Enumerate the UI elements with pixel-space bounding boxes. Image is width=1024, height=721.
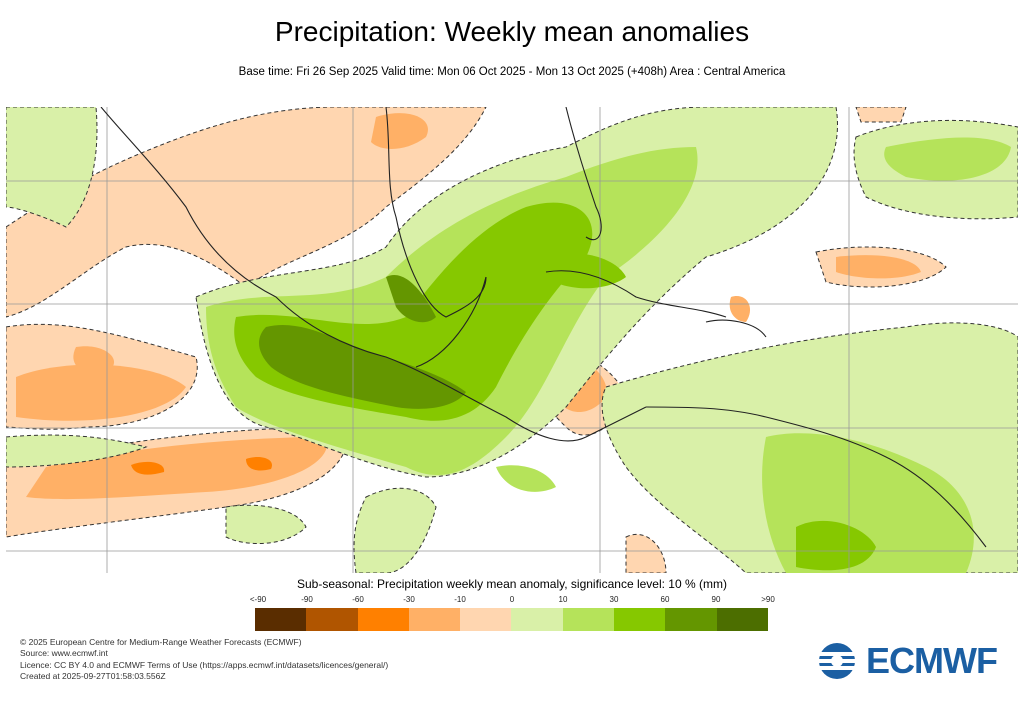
legend-label: -90: [301, 595, 313, 604]
legend-color-swatch: [306, 608, 358, 631]
logo-text: ECMWF: [866, 640, 998, 681]
map-gridlines: [6, 107, 1018, 573]
legend-color-swatch: [716, 608, 768, 631]
legend-color-swatch: [562, 608, 615, 631]
chart-title: Precipitation: Weekly mean anomalies: [274, 16, 750, 47]
legend-label: 30: [609, 595, 619, 604]
legend-color-swatch: [614, 608, 666, 631]
legend-labels: <-90 -90 -60 -30 -10 0 10 30 60 90 >90: [0, 595, 1024, 607]
ecmwf-logo: ECMWF: [814, 640, 998, 682]
legend-label: 90: [711, 595, 721, 604]
legend-color-swatch: [665, 608, 717, 631]
legend-colorbar: [255, 608, 768, 631]
legend-label: 10: [558, 595, 568, 604]
footer: © 2025 European Centre for Medium-Range …: [20, 637, 388, 682]
legend-color-swatch: [255, 608, 307, 631]
chart-subtitle: Base time: Fri 26 Sep 2025 Valid time: M…: [238, 66, 786, 78]
legend-label: -10: [454, 595, 466, 604]
legend-color-swatch: [460, 608, 512, 631]
legend-label: -30: [403, 595, 415, 604]
legend-label: >90: [761, 595, 775, 604]
precipitation-anomaly-map: [6, 107, 1018, 573]
ecmwf-logo-icon: [814, 643, 860, 679]
created-text: Created at 2025-09-27T01:58:03.556Z: [20, 670, 166, 681]
licence-text: Licence: CC BY 4.0 and ECMWF Terms of Us…: [20, 659, 389, 670]
coastlines: [100, 107, 987, 548]
legend-label: <-90: [249, 595, 267, 604]
legend-label: 60: [660, 595, 670, 604]
legend-title: Sub-seasonal: Precipitation weekly mean …: [297, 577, 727, 591]
copyright-text: © 2025 European Centre for Medium-Range …: [20, 637, 302, 647]
legend-label: 0: [509, 595, 515, 604]
legend-color-swatch: [408, 608, 461, 631]
legend-color-swatch: [357, 608, 409, 631]
source-text: Source: www.ecmwf.int: [20, 648, 108, 659]
legend-color-swatch: [511, 608, 563, 631]
legend-label: -60: [352, 595, 364, 604]
